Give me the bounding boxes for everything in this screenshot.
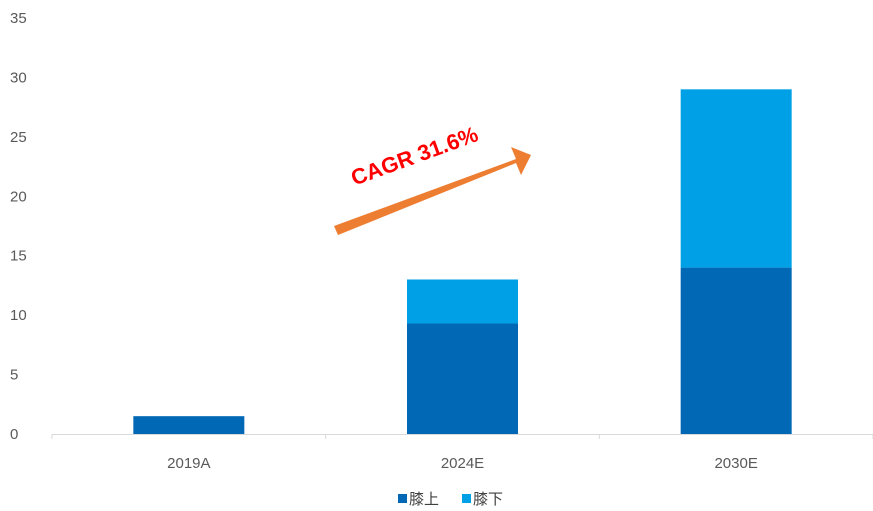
cagr-arrow	[334, 147, 531, 235]
bar-below-knee-2024e	[407, 279, 518, 324]
bar-below-knee-2030e	[680, 89, 792, 268]
y-axis-ticks: 0 5 10 15 20 25 30 35	[10, 10, 27, 443]
bar-above-knee-2024e	[407, 323, 518, 434]
x-axis-ticks	[51, 434, 873, 439]
y-tick-label: 35	[10, 10, 27, 27]
legend-label: 膝下	[473, 490, 503, 508]
x-category-label: 2030E	[714, 455, 757, 472]
cagr-annotation: CAGR 31.6%	[334, 121, 531, 235]
bar-above-knee-2019a	[133, 416, 245, 434]
x-category-label: 2024E	[441, 455, 484, 472]
legend-label: 膝上	[409, 490, 439, 508]
y-tick-label: 10	[10, 307, 27, 324]
x-category-label: 2019A	[167, 455, 210, 472]
y-tick-label: 0	[10, 426, 18, 443]
y-tick-label: 15	[10, 248, 27, 265]
legend-swatch	[398, 494, 407, 503]
y-tick-label: 20	[10, 188, 27, 205]
x-axis-labels: 2019A 2024E 2030E	[167, 455, 758, 472]
y-tick-label: 25	[10, 129, 27, 146]
legend-swatch	[462, 494, 471, 503]
bar-above-knee-2030e	[680, 267, 792, 434]
y-tick-label: 30	[10, 69, 27, 86]
legend: 膝上 膝下	[398, 490, 503, 508]
bars	[133, 89, 792, 434]
y-tick-label: 5	[10, 367, 18, 384]
